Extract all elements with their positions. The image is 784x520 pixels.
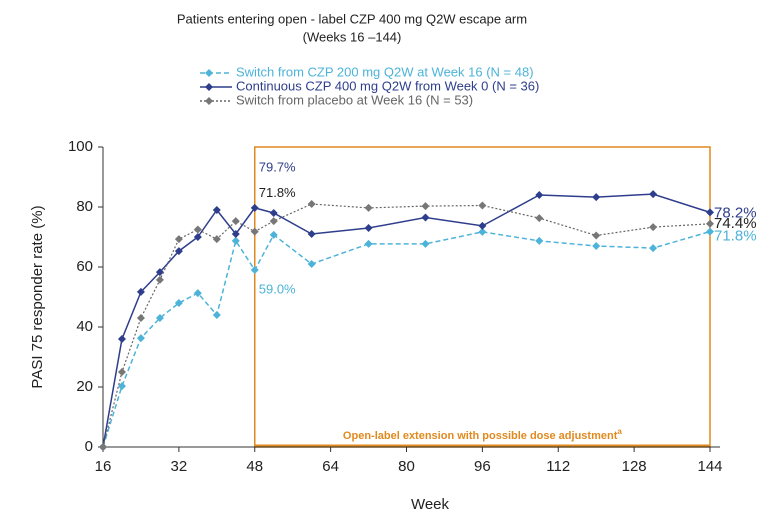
data-point — [250, 266, 259, 274]
data-point — [155, 268, 164, 277]
data-point — [250, 227, 259, 236]
data-point — [269, 230, 278, 239]
data-point — [269, 217, 278, 226]
data-point — [421, 202, 430, 211]
region-box — [254, 146, 711, 448]
data-point — [155, 314, 164, 322]
data-point — [421, 239, 430, 248]
value-label: 79.7% — [259, 159, 296, 174]
data-point — [136, 287, 145, 296]
region-label: Open-label extension with possible dose … — [343, 427, 622, 442]
data-point — [535, 191, 544, 199]
value-label: 71.8% — [714, 228, 757, 245]
data-point — [307, 230, 316, 238]
data-point — [592, 242, 601, 250]
x-tick-label: 32 — [171, 458, 188, 475]
data-point — [706, 219, 714, 228]
data-point — [212, 206, 221, 214]
y-tick-label: 0 — [85, 438, 93, 455]
data-point — [193, 225, 202, 234]
x-axis-label: Week — [411, 496, 450, 513]
legend-marker — [205, 83, 213, 91]
data-point — [212, 235, 221, 244]
y-tick-label: 40 — [76, 318, 93, 335]
x-tick-label: 96 — [474, 458, 491, 475]
data-point — [269, 209, 278, 217]
y-tick-label: 60 — [76, 258, 93, 275]
legend-label: Switch from placebo at Week 16 (N = 53) — [236, 92, 473, 107]
data-point — [193, 289, 202, 298]
x-tick-label: 128 — [622, 458, 647, 475]
value-label: 71.8% — [259, 185, 296, 200]
data-point — [706, 208, 714, 217]
data-point — [231, 230, 240, 238]
data-point — [136, 334, 145, 343]
data-point — [99, 443, 107, 451]
data-point — [231, 236, 240, 245]
y-axis-label: PASI 75 responder rate (%) — [29, 205, 46, 388]
value-label: 78.2% — [714, 204, 757, 221]
data-point — [174, 235, 183, 244]
legend-label: Continuous CZP 400 mg Q2W from Week 0 (N… — [236, 78, 539, 93]
data-point — [174, 247, 183, 256]
x-tick-label: 64 — [322, 458, 339, 475]
data-point — [535, 236, 544, 245]
data-point — [478, 221, 487, 230]
data-point — [193, 233, 202, 241]
data-point — [649, 244, 658, 253]
value-label: 74.4% — [714, 215, 757, 232]
data-point — [117, 368, 126, 376]
data-point — [535, 214, 544, 223]
legend-marker — [205, 69, 213, 77]
series-line — [102, 193, 711, 448]
y-tick-label: 20 — [76, 378, 93, 395]
region-label-text: Open-label extension with possible dose … — [343, 430, 618, 442]
data-point — [649, 223, 658, 232]
y-tick-label: 80 — [76, 198, 93, 215]
data-point — [307, 200, 316, 208]
data-point — [478, 201, 487, 210]
data-point — [364, 203, 373, 212]
chart-title: Patients entering open - label CZP 400 m… — [177, 11, 527, 26]
x-tick-label: 80 — [398, 458, 415, 475]
x-tick-label: 144 — [697, 458, 722, 475]
legend-label: Switch from CZP 200 mg Q2W at Week 16 (N… — [236, 64, 534, 79]
data-point — [117, 335, 126, 343]
data-point — [364, 224, 373, 232]
data-point — [421, 213, 430, 222]
data-point — [250, 203, 259, 212]
x-tick-label: 16 — [95, 458, 112, 475]
data-point — [478, 227, 487, 236]
data-point — [592, 193, 601, 202]
data-point — [155, 275, 164, 284]
legend-marker — [205, 97, 213, 105]
data-point — [706, 227, 714, 236]
data-point — [231, 217, 240, 226]
data-point — [136, 314, 145, 322]
chart-subtitle: (Weeks 16 –144) — [303, 29, 402, 44]
data-point — [592, 231, 601, 240]
x-tick-label: 112 — [546, 458, 570, 475]
region-label-superscript: a — [617, 427, 622, 436]
series-line — [102, 230, 711, 448]
x-tick-label: 48 — [246, 458, 263, 475]
data-point — [212, 311, 221, 319]
data-point — [649, 190, 658, 199]
y-tick-label: 100 — [68, 138, 93, 155]
data-point — [117, 382, 126, 391]
value-label: 59.0% — [259, 281, 296, 296]
data-point — [174, 299, 183, 307]
data-point — [307, 260, 316, 268]
data-point — [364, 239, 373, 248]
